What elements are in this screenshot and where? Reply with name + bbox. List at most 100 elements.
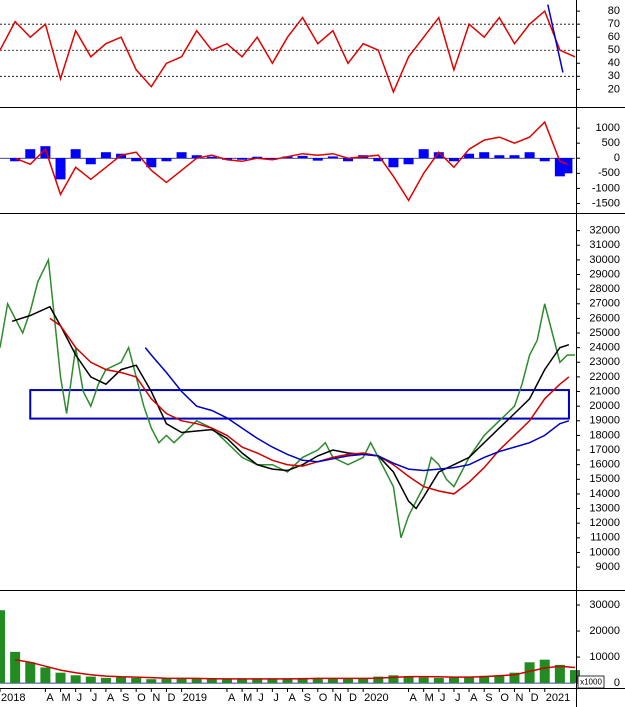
y-tick-label: 28000 [589, 283, 620, 295]
bar [373, 676, 384, 684]
series-line [547, 4, 564, 73]
y-tick-label: 500 [602, 137, 620, 149]
x-tick-label: A [410, 692, 418, 704]
bar [554, 158, 565, 177]
x-tick-label: N [152, 692, 160, 704]
bar [570, 670, 580, 684]
y-tick-label: 16000 [589, 459, 620, 471]
bar [146, 158, 157, 168]
y-tick-label: 70 [608, 18, 620, 30]
y-tick-label: 12000 [589, 517, 620, 529]
y-tick-label: 23000 [589, 356, 620, 368]
bar [131, 158, 142, 162]
bar [40, 667, 51, 684]
bar [539, 659, 550, 684]
bar [221, 679, 232, 684]
bar [494, 155, 505, 159]
x-tick-label: A [470, 692, 478, 704]
y-tick-label: 31000 [589, 239, 620, 251]
y-tick-label: 40 [608, 57, 620, 69]
bar [562, 158, 573, 174]
y-tick-label: 20000 [589, 400, 620, 412]
bar [206, 679, 217, 684]
y-tick-label: 30000 [589, 254, 620, 266]
bar [25, 149, 36, 159]
bar [85, 676, 96, 684]
y-tick-label: 19000 [589, 415, 620, 427]
bar [297, 155, 308, 159]
bar [25, 662, 36, 684]
y-tick-label: 60 [608, 31, 620, 43]
y-tick-label: 22000 [589, 371, 620, 383]
bar [373, 158, 384, 162]
y-tick-label: -1000 [592, 182, 620, 194]
bar [100, 677, 111, 684]
x-tick-label: M [62, 692, 71, 704]
bar [176, 152, 187, 159]
x-tick-label: M [425, 692, 434, 704]
bar [388, 675, 399, 684]
y-tick-label: 10000 [589, 651, 620, 663]
bar [327, 678, 338, 684]
bar [206, 156, 217, 159]
bar [10, 158, 21, 162]
bar [55, 158, 66, 180]
y-tick-label: 11000 [590, 532, 620, 544]
bar [237, 158, 248, 160]
bar [297, 677, 308, 684]
x-tick-label: 2019 [183, 692, 207, 704]
y-tick-label: 15000 [589, 473, 620, 485]
x-tick-label: J [440, 692, 446, 704]
bar [312, 158, 323, 161]
x-tick-label: S [122, 692, 129, 704]
zone-box [29, 389, 570, 420]
y-tick-label: 25000 [589, 327, 620, 339]
y-tick-label: 29000 [589, 268, 620, 280]
y-tick-label: 26000 [589, 312, 620, 324]
bar [403, 676, 414, 684]
bar [524, 152, 535, 159]
x-tick-label: A [107, 692, 115, 704]
bar [433, 152, 444, 159]
bar [191, 678, 202, 684]
bar [161, 678, 172, 684]
bar [267, 679, 278, 684]
bar [509, 155, 520, 159]
x-tick-label: J [455, 692, 461, 704]
series-line [11, 305, 570, 510]
y-tick-label: 50 [608, 44, 620, 56]
bar [448, 677, 459, 684]
bar [464, 676, 475, 684]
series-line [0, 9, 576, 95]
x-tick-label: A [289, 692, 297, 704]
x-tick-label: J [92, 692, 98, 704]
bar [191, 155, 202, 159]
y-tick-label: 14000 [589, 488, 620, 500]
bar [237, 679, 248, 684]
x-tick-label: J [77, 692, 83, 704]
x-tick-label: A [46, 692, 54, 704]
bar [176, 677, 187, 684]
x-tick-label: O [319, 692, 328, 704]
bar [10, 651, 21, 684]
bar [327, 156, 338, 159]
x-tick-label: A [228, 692, 236, 704]
y-tick-label: 17000 [589, 444, 620, 456]
bar [539, 158, 550, 162]
bar [494, 675, 505, 684]
x-tick-label: J [273, 692, 279, 704]
bar [146, 679, 157, 684]
bar [479, 152, 490, 159]
x-tick-label: D [531, 692, 539, 704]
bar [464, 153, 475, 159]
bar [252, 678, 263, 684]
bar [116, 676, 127, 684]
y-tick-label: 20 [608, 83, 620, 95]
x-tick-label: N [515, 692, 523, 704]
bar [418, 149, 429, 159]
bar [85, 158, 96, 165]
x-tick-label: D [167, 692, 175, 704]
